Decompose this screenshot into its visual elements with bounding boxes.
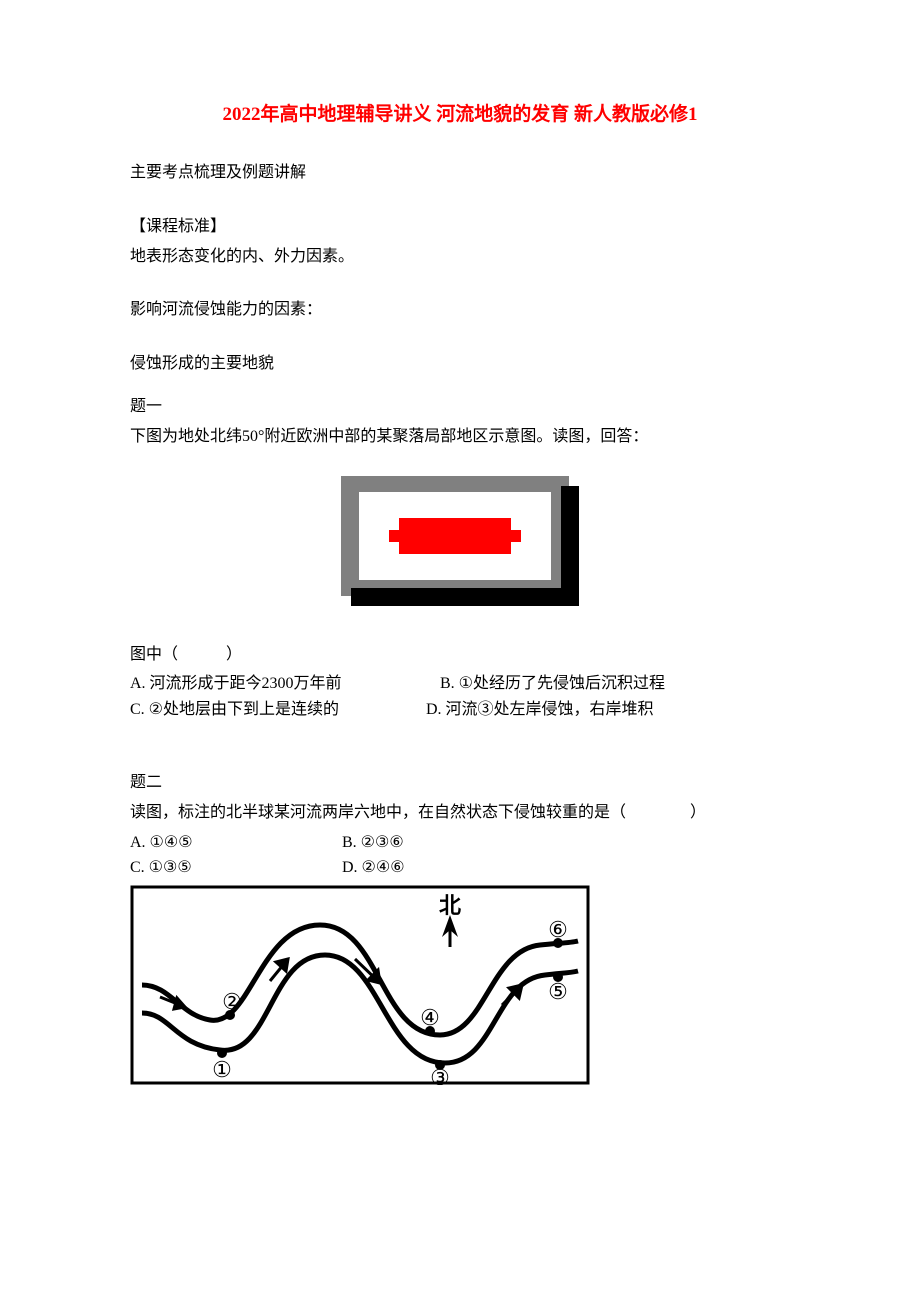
q1-stem: 下图为地处北纬50°附近欧洲中部的某聚落局部地区示意图。读图，回答：	[130, 424, 790, 450]
factor-text: 影响河流侵蚀能力的因素：	[130, 297, 790, 323]
standard-text: 地表形态变化的内、外力因素。	[130, 244, 790, 270]
point-1: ①	[212, 1057, 232, 1082]
q2-label: 题二	[130, 770, 790, 796]
north-label: 北	[439, 893, 461, 918]
subtitle: 主要考点梳理及例题讲解	[130, 160, 790, 186]
landform-text: 侵蚀形成的主要地貌	[130, 351, 790, 377]
q2-option-b: B. ②③⑥	[342, 830, 404, 856]
point-2: ②	[222, 989, 242, 1014]
q1-option-c: C. ②处地层由下到上是连续的	[130, 697, 426, 723]
q2-option-c: C. ①③⑤	[130, 855, 342, 881]
point-6: ⑥	[548, 917, 568, 942]
q1-question: 图中（ ）	[130, 642, 790, 668]
q2-option-d: D. ②④⑥	[342, 855, 405, 881]
q2-option-a: A. ①④⑤	[130, 830, 342, 856]
point-4: ④	[420, 1005, 440, 1030]
q1-option-d: D. 河流③处左岸侵蚀，右岸堆积	[426, 697, 654, 723]
point-5: ⑤	[548, 979, 568, 1004]
q1-option-b: B. ①处经历了先侵蚀后沉积过程	[440, 671, 665, 697]
point-3: ③	[430, 1065, 450, 1085]
q1-option-a: A. 河流形成于距今2300万年前	[130, 671, 440, 697]
q1-label: 题一	[130, 394, 790, 420]
document-title: 2022年高中地理辅导讲义 河流地貌的发育 新人教版必修1	[130, 100, 790, 130]
q2-stem: 读图，标注的北半球某河流两岸六地中，在自然状态下侵蚀较重的是（ ）	[130, 800, 790, 826]
standard-label: 【课程标准】	[130, 214, 790, 240]
figure-2: 北 ① ②	[130, 885, 590, 1085]
figure-1	[341, 476, 579, 606]
